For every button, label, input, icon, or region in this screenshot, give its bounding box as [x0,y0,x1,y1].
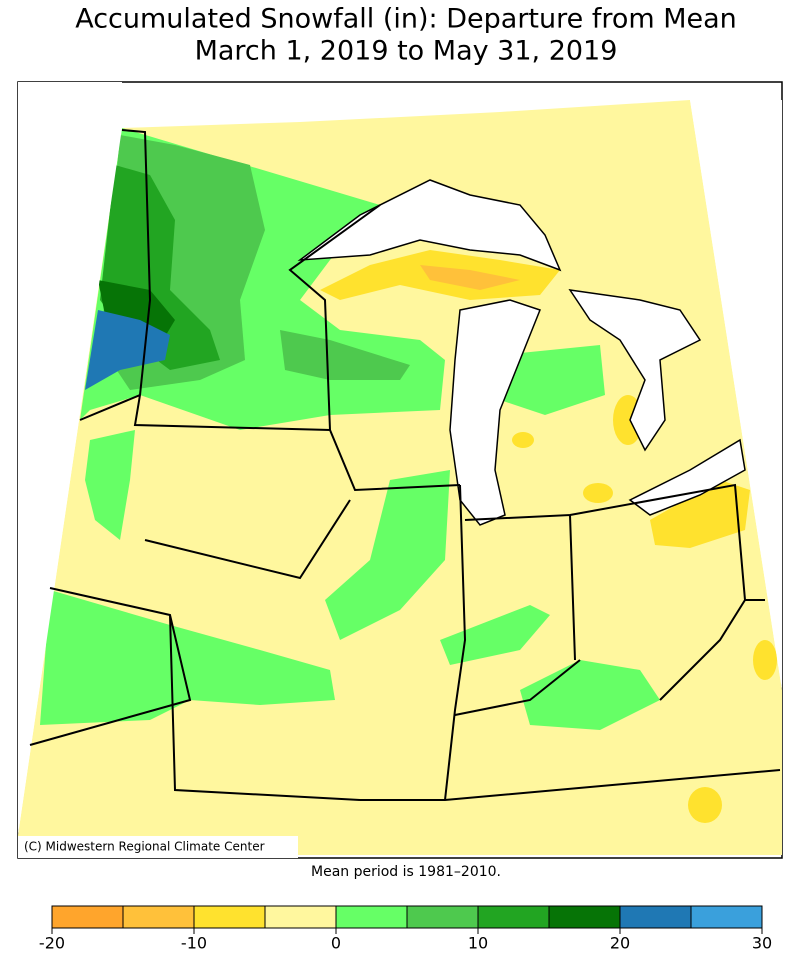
region-green [440,605,550,665]
colorbar-tick-label: 10 [468,934,488,953]
colorbar-tick-label: -10 [181,934,207,953]
region-blue [85,310,170,390]
credit: (C) Midwestern Regional Climate Center [24,840,265,854]
region-orange [420,265,520,290]
title-line: Accumulated Snowfall (in): Departure fro… [75,4,737,35]
colorbar-tick-label: -20 [39,934,65,953]
credit-box [18,836,298,858]
region-yellow [650,480,750,548]
colorbar: -20 -10 0 10 20 30 [39,905,772,953]
region-yellow [688,787,722,823]
colorbar-bin [122,905,195,929]
region-green [85,430,135,540]
title-line: March 1, 2019 to May 31, 2019 [195,36,618,67]
lake-superior [297,179,562,272]
region-mid-green [280,330,410,380]
colorbar-bin [477,905,550,929]
colorbar-bin [51,905,124,929]
region-green [325,470,450,640]
outside-mask [690,100,782,690]
colorbar-bin [690,905,763,929]
region-green [500,345,605,415]
colorbar-bin [548,905,621,929]
colorbar-bin [406,905,479,929]
colorbar-tick-label: 0 [331,934,341,953]
colorbar-bin [264,905,337,929]
region-yellow [512,432,534,448]
colorbar-tick-label: 30 [752,934,772,953]
lake-huron [568,289,702,452]
region-yellow [583,483,613,503]
colorbar-bin [619,905,692,929]
colorbar-tick-label: 20 [610,934,630,953]
colorbar-bin [193,905,266,929]
outside-mask [18,82,122,835]
lake-erie [628,438,746,516]
lake-michigan [449,299,541,526]
colorbar-bin [335,905,408,929]
region-green [40,590,335,725]
map [18,82,782,855]
region-yellow [753,640,777,680]
region-green [520,660,660,730]
note: Mean period is 1981–2010. [311,864,501,880]
